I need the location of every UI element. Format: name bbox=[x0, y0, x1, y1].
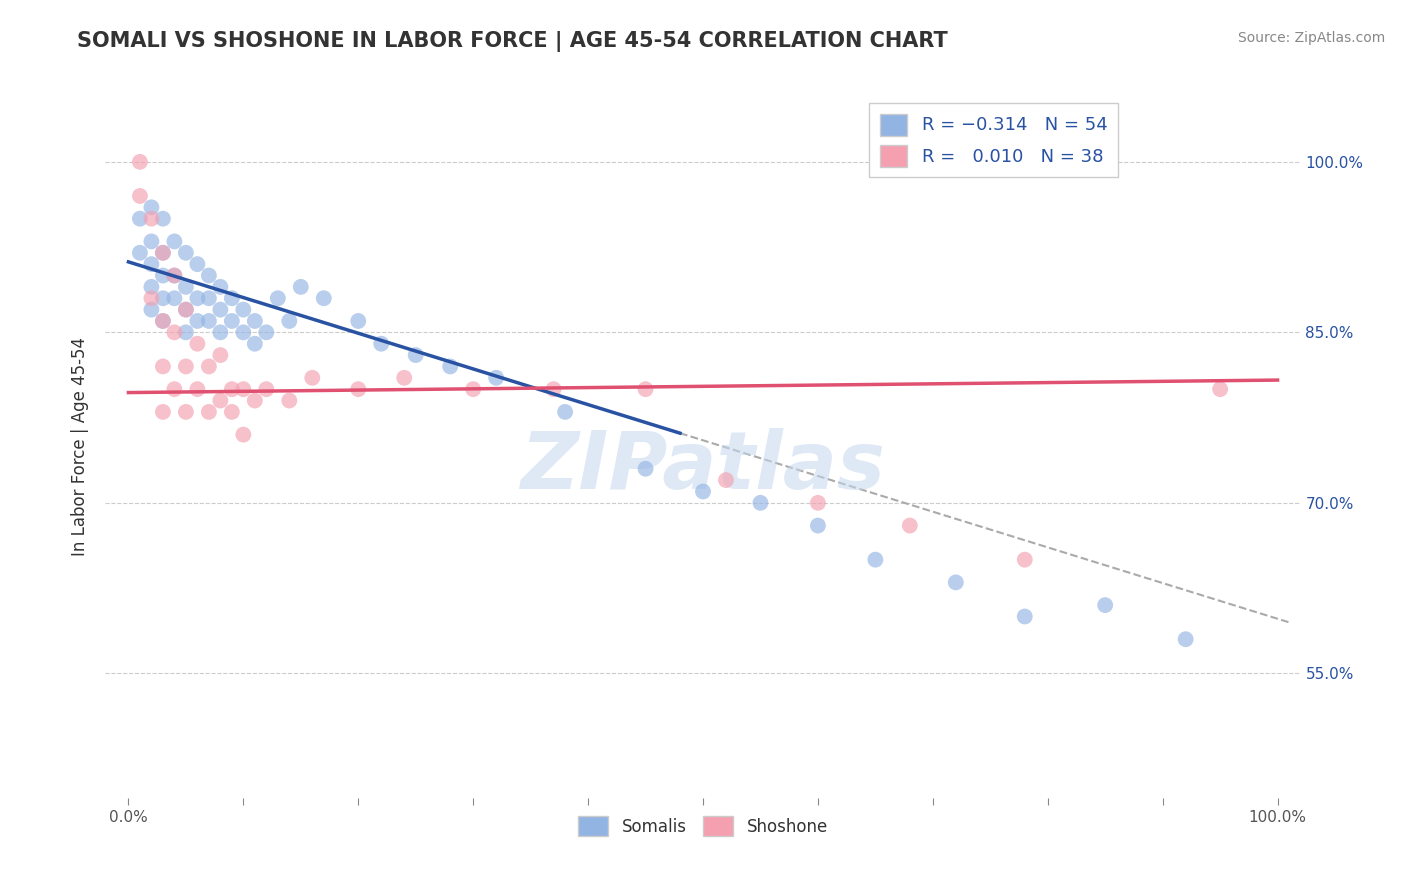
Point bbox=[186, 257, 208, 271]
Point bbox=[174, 405, 197, 419]
Point bbox=[370, 336, 392, 351]
Point bbox=[152, 268, 174, 283]
Point bbox=[221, 382, 243, 396]
Point bbox=[163, 235, 186, 249]
Text: Source: ZipAtlas.com: Source: ZipAtlas.com bbox=[1237, 31, 1385, 45]
Point bbox=[174, 326, 197, 340]
Point bbox=[243, 314, 266, 328]
Point bbox=[392, 371, 416, 385]
Point bbox=[141, 235, 163, 249]
Point bbox=[232, 302, 254, 317]
Point bbox=[243, 393, 266, 408]
Point bbox=[1014, 552, 1036, 566]
Point bbox=[221, 314, 243, 328]
Point bbox=[152, 245, 174, 260]
Point bbox=[174, 245, 197, 260]
Point bbox=[141, 200, 163, 214]
Point bbox=[129, 211, 152, 226]
Point bbox=[209, 348, 232, 362]
Point bbox=[807, 518, 830, 533]
Y-axis label: In Labor Force | Age 45-54: In Labor Force | Age 45-54 bbox=[72, 336, 90, 556]
Text: ZIPatlas: ZIPatlas bbox=[520, 428, 886, 506]
Point bbox=[141, 291, 163, 305]
Legend: Somalis, Shoshone: Somalis, Shoshone bbox=[572, 809, 834, 843]
Point bbox=[463, 382, 485, 396]
Point bbox=[749, 496, 772, 510]
Point bbox=[152, 245, 174, 260]
Point bbox=[198, 268, 221, 283]
Point bbox=[692, 484, 714, 499]
Point bbox=[163, 291, 186, 305]
Point bbox=[485, 371, 508, 385]
Point bbox=[554, 405, 576, 419]
Point bbox=[278, 393, 301, 408]
Text: SOMALI VS SHOSHONE IN LABOR FORCE | AGE 45-54 CORRELATION CHART: SOMALI VS SHOSHONE IN LABOR FORCE | AGE … bbox=[77, 31, 948, 53]
Point bbox=[186, 382, 208, 396]
Point bbox=[129, 245, 152, 260]
Point bbox=[634, 382, 657, 396]
Point bbox=[301, 371, 323, 385]
Point bbox=[290, 280, 312, 294]
Point bbox=[163, 326, 186, 340]
Point bbox=[198, 291, 221, 305]
Point bbox=[254, 326, 277, 340]
Point bbox=[232, 382, 254, 396]
Point bbox=[129, 154, 152, 169]
Point bbox=[186, 314, 208, 328]
Point bbox=[174, 359, 197, 374]
Point bbox=[865, 552, 887, 566]
Point bbox=[347, 382, 370, 396]
Point bbox=[152, 211, 174, 226]
Point bbox=[1174, 632, 1197, 647]
Point bbox=[209, 302, 232, 317]
Point bbox=[198, 405, 221, 419]
Point bbox=[243, 336, 266, 351]
Point bbox=[543, 382, 565, 396]
Point bbox=[152, 359, 174, 374]
Point bbox=[209, 393, 232, 408]
Point bbox=[163, 268, 186, 283]
Point bbox=[174, 302, 197, 317]
Point bbox=[163, 382, 186, 396]
Point bbox=[312, 291, 335, 305]
Point bbox=[152, 314, 174, 328]
Point bbox=[221, 405, 243, 419]
Point bbox=[198, 359, 221, 374]
Point bbox=[898, 518, 921, 533]
Point bbox=[141, 257, 163, 271]
Point bbox=[209, 326, 232, 340]
Point bbox=[152, 405, 174, 419]
Point bbox=[1094, 598, 1116, 612]
Point bbox=[1209, 382, 1232, 396]
Point bbox=[267, 291, 290, 305]
Point bbox=[141, 211, 163, 226]
Point bbox=[714, 473, 737, 487]
Point bbox=[174, 280, 197, 294]
Point bbox=[129, 189, 152, 203]
Point bbox=[347, 314, 370, 328]
Point bbox=[141, 302, 163, 317]
Point bbox=[152, 291, 174, 305]
Point bbox=[945, 575, 967, 590]
Point bbox=[221, 291, 243, 305]
Point bbox=[232, 427, 254, 442]
Point bbox=[163, 268, 186, 283]
Point bbox=[254, 382, 277, 396]
Point bbox=[1014, 609, 1036, 624]
Point bbox=[186, 291, 208, 305]
Point bbox=[232, 326, 254, 340]
Point bbox=[278, 314, 301, 328]
Point bbox=[439, 359, 461, 374]
Point bbox=[141, 280, 163, 294]
Point bbox=[152, 314, 174, 328]
Point bbox=[186, 336, 208, 351]
Point bbox=[807, 496, 830, 510]
Point bbox=[634, 461, 657, 475]
Point bbox=[198, 314, 221, 328]
Point bbox=[209, 280, 232, 294]
Point bbox=[174, 302, 197, 317]
Point bbox=[405, 348, 427, 362]
